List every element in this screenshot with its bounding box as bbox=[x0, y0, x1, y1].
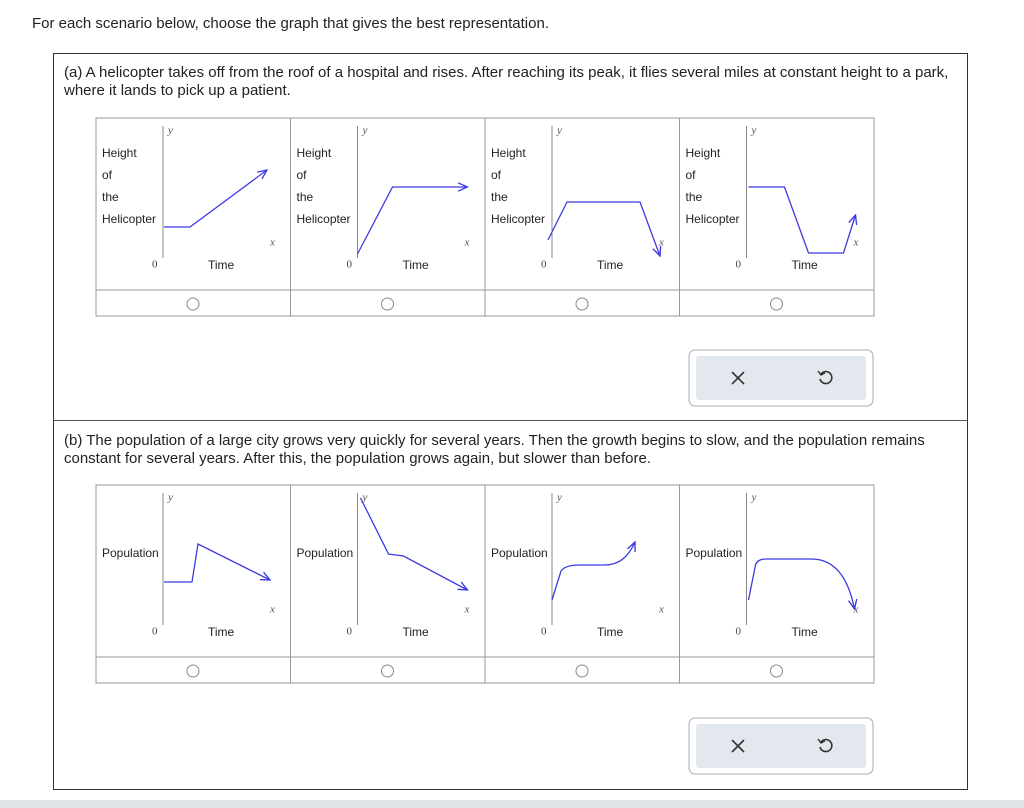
quantity-label: Population bbox=[686, 546, 743, 560]
curve-path bbox=[547, 201, 660, 256]
quantity-label: Height bbox=[297, 146, 332, 160]
quantity-label: Helicopter bbox=[491, 212, 545, 226]
radio-button[interactable] bbox=[575, 297, 589, 311]
quantity-label: the bbox=[297, 190, 314, 204]
origin-label: 0 bbox=[541, 259, 547, 271]
x-label: x bbox=[269, 604, 275, 616]
radio-button[interactable] bbox=[381, 297, 394, 311]
origin-label: 0 bbox=[152, 259, 158, 271]
quantity-label: the bbox=[102, 190, 119, 204]
radio-button[interactable] bbox=[770, 297, 783, 311]
time-label: Time bbox=[208, 625, 235, 639]
quantity-label: Population bbox=[102, 546, 159, 560]
quantity-label: Height bbox=[491, 146, 526, 160]
y-label: y bbox=[362, 492, 368, 504]
quantity-label: the bbox=[686, 190, 703, 204]
y-label: y bbox=[556, 125, 562, 137]
origin-label: 0 bbox=[541, 626, 547, 638]
curve-path bbox=[356, 187, 468, 255]
origin-label: 0 bbox=[152, 626, 158, 638]
time-label: Time bbox=[403, 625, 430, 639]
undo-button[interactable] bbox=[819, 370, 833, 385]
undo-button[interactable] bbox=[819, 738, 833, 753]
quantity-label: of bbox=[686, 168, 697, 182]
curve-path bbox=[747, 558, 855, 609]
curve bbox=[551, 542, 635, 601]
y-label: y bbox=[751, 492, 757, 504]
y-label: y bbox=[362, 125, 368, 137]
radio-button[interactable] bbox=[770, 664, 783, 678]
curve-path bbox=[359, 497, 468, 590]
bottom-bar bbox=[0, 800, 1024, 808]
curve bbox=[547, 201, 660, 256]
radio-button[interactable] bbox=[381, 664, 394, 678]
origin-label: 0 bbox=[347, 626, 353, 638]
clear-button[interactable] bbox=[731, 371, 745, 385]
curve bbox=[359, 497, 468, 590]
quantity-label: Helicopter bbox=[686, 212, 740, 226]
time-label: Time bbox=[597, 625, 624, 639]
clear-button[interactable] bbox=[731, 739, 745, 753]
quantity-label: Helicopter bbox=[102, 212, 156, 226]
curve-path bbox=[748, 186, 856, 254]
instruction: For each scenario below, choose the grap… bbox=[32, 15, 549, 32]
origin-label: 0 bbox=[736, 259, 742, 271]
curve-path bbox=[164, 170, 267, 228]
quantity-label: Population bbox=[491, 546, 548, 560]
question-text: (b) The population of a large city grows… bbox=[64, 432, 925, 467]
quantity-label: of bbox=[102, 168, 113, 182]
time-label: Time bbox=[403, 258, 430, 272]
x-label: x bbox=[658, 604, 664, 616]
curve-path bbox=[164, 543, 270, 583]
y-label: y bbox=[167, 125, 173, 137]
curve bbox=[747, 558, 855, 609]
quantity-label: Population bbox=[297, 546, 354, 560]
button-bar bbox=[696, 356, 866, 400]
x-label: x bbox=[658, 237, 664, 249]
y-label: y bbox=[556, 492, 562, 504]
quantity-label: Height bbox=[102, 146, 137, 160]
curve bbox=[164, 170, 267, 228]
quantity-label: of bbox=[491, 168, 502, 182]
quantity-label: the bbox=[491, 190, 508, 204]
curve bbox=[748, 186, 856, 254]
y-label: y bbox=[751, 125, 757, 137]
time-label: Time bbox=[792, 258, 819, 272]
question-box bbox=[53, 53, 968, 790]
undo-arrowhead bbox=[817, 370, 826, 376]
undo-arrowhead bbox=[817, 738, 826, 744]
quantity-label: Height bbox=[686, 146, 721, 160]
x-label: x bbox=[269, 237, 275, 249]
button-bar bbox=[696, 724, 866, 768]
quantity-label: of bbox=[297, 168, 308, 182]
radio-button[interactable] bbox=[575, 664, 589, 678]
origin-label: 0 bbox=[347, 259, 353, 271]
quantity-label: Helicopter bbox=[297, 212, 351, 226]
curve-path bbox=[551, 542, 635, 601]
time-label: Time bbox=[597, 258, 624, 272]
origin-label: 0 bbox=[736, 626, 742, 638]
x-label: x bbox=[853, 237, 859, 249]
radio-button[interactable] bbox=[186, 297, 200, 311]
radio-button[interactable] bbox=[186, 664, 200, 678]
curve bbox=[356, 187, 468, 255]
time-label: Time bbox=[208, 258, 235, 272]
curve bbox=[164, 543, 270, 583]
question-text: (a) A helicopter takes off from the roof… bbox=[64, 64, 949, 99]
x-label: x bbox=[464, 604, 470, 616]
y-label: y bbox=[167, 492, 173, 504]
divider bbox=[54, 420, 967, 421]
x-label: x bbox=[464, 237, 470, 249]
time-label: Time bbox=[792, 625, 819, 639]
